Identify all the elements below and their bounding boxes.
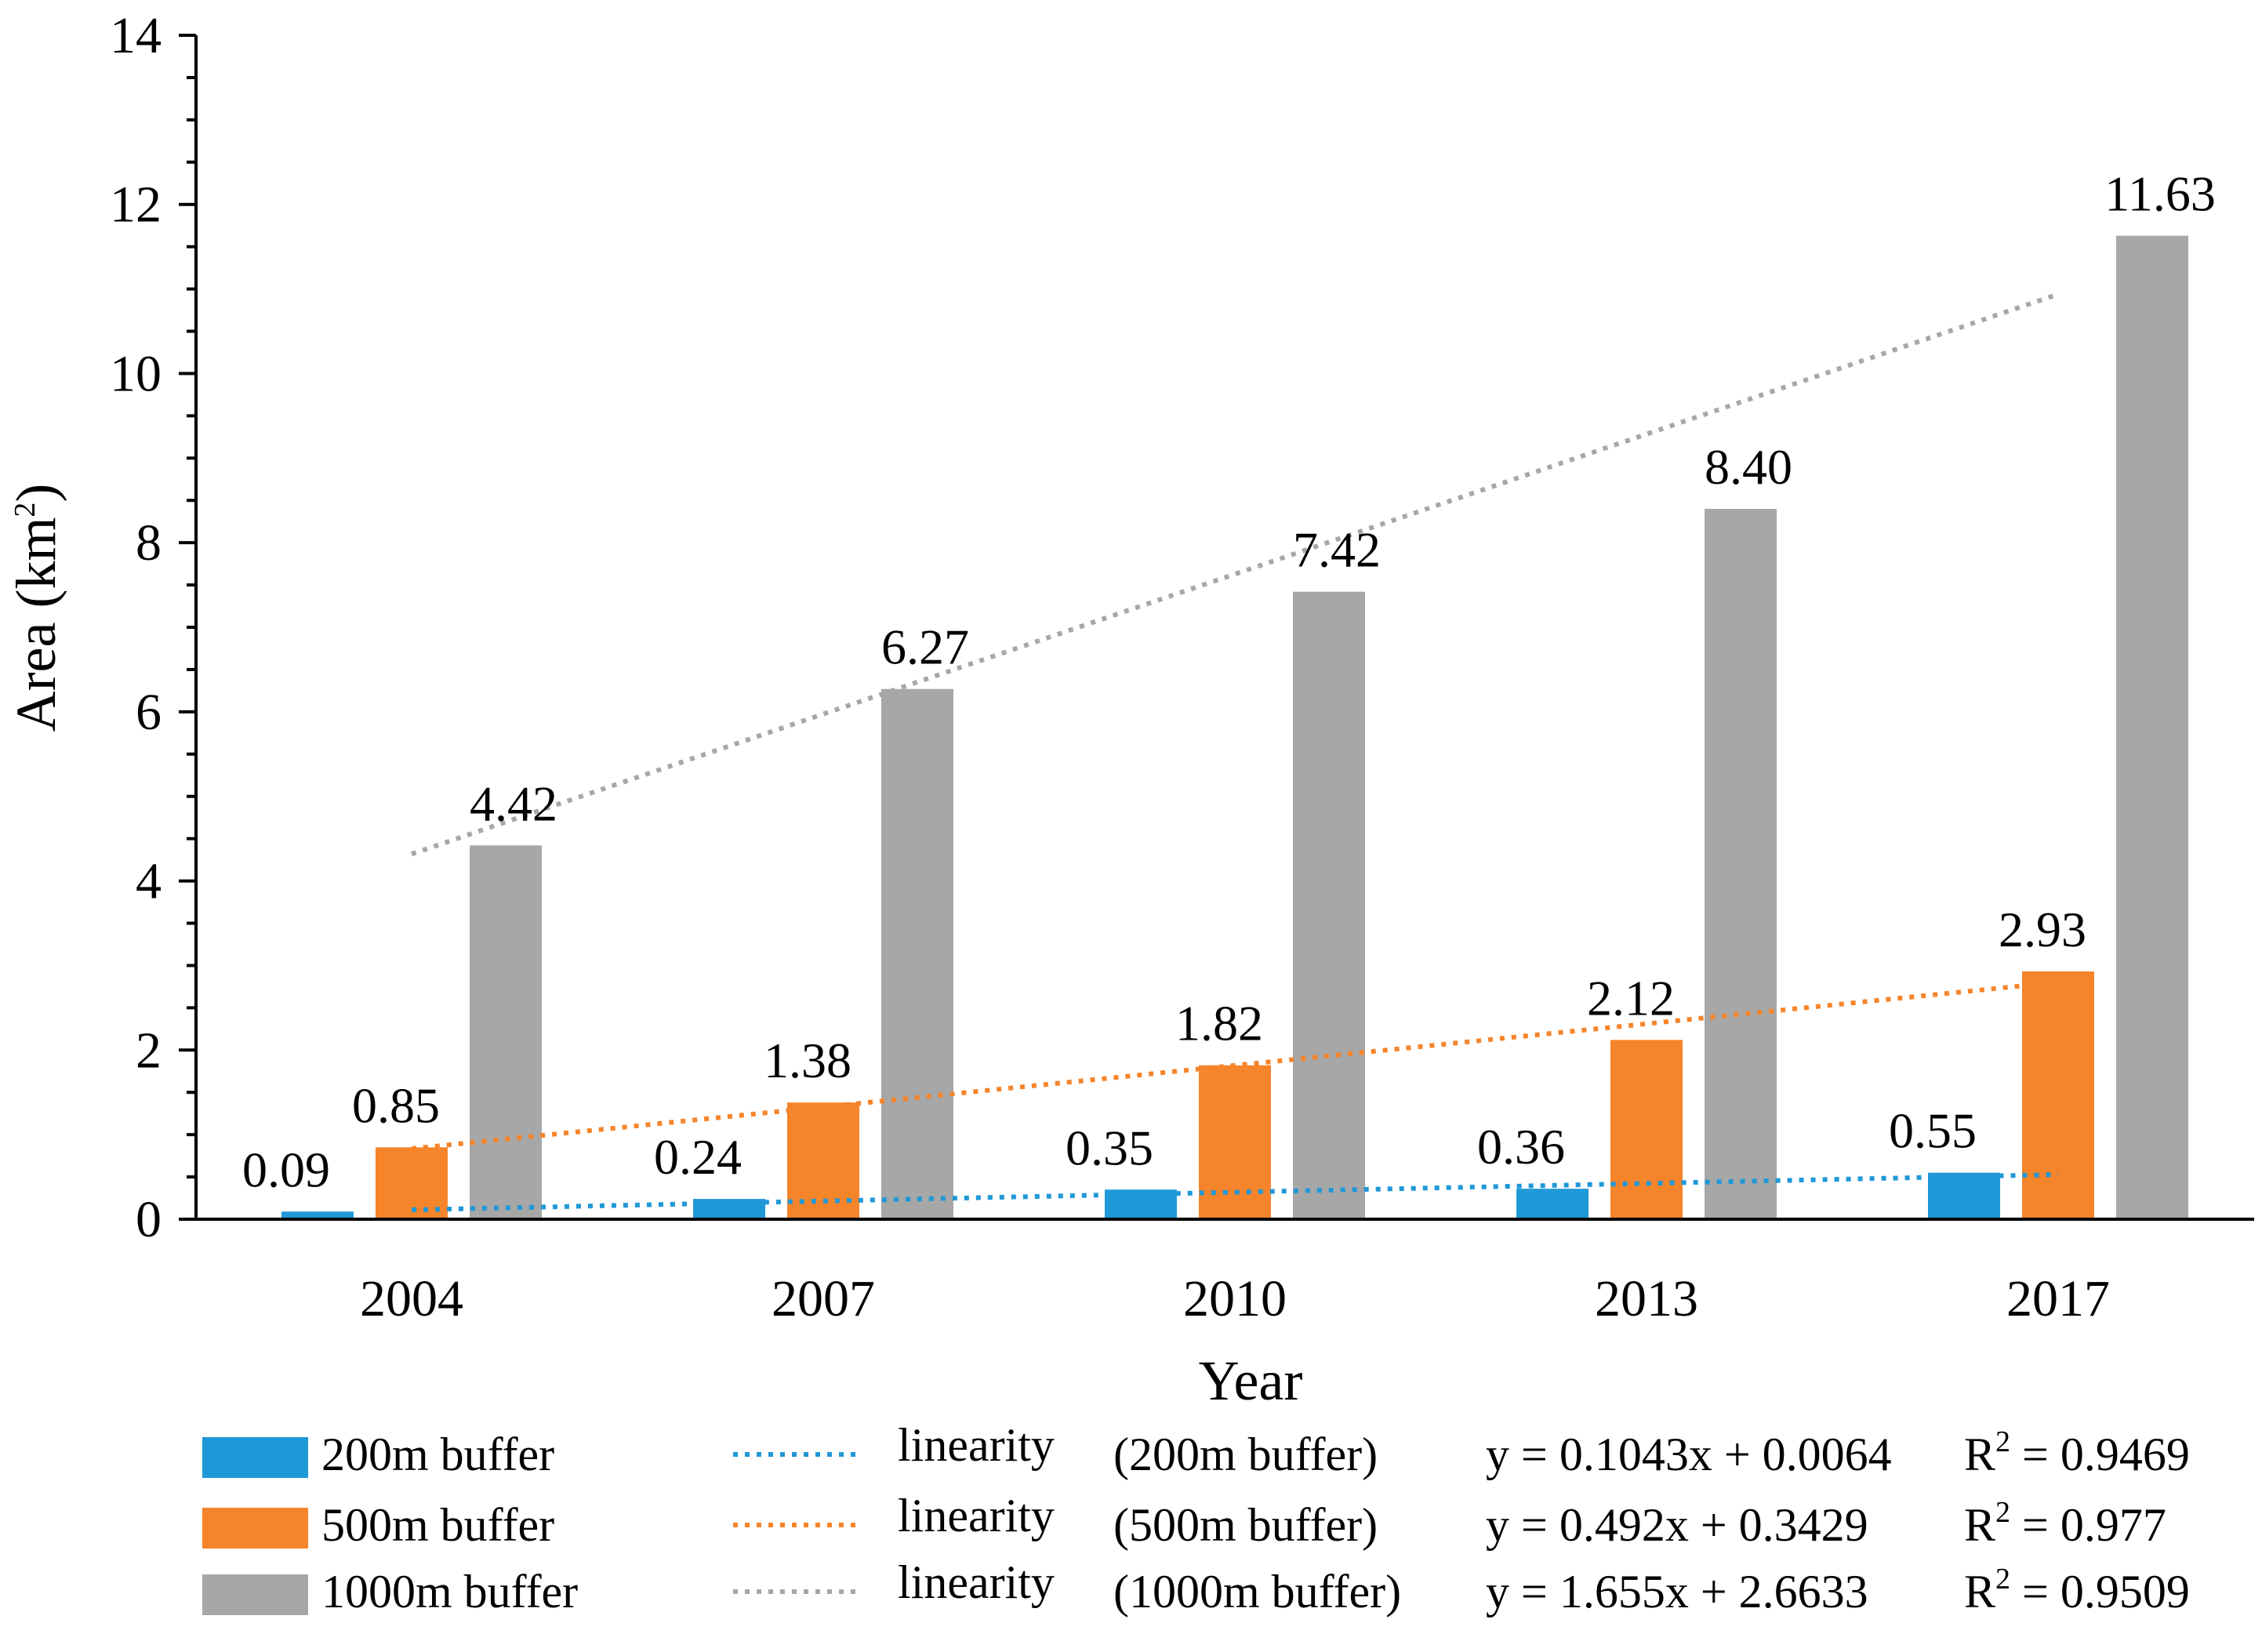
legend-trend-label-500m-buffer: linearity bbox=[898, 1490, 1055, 1541]
data-label-500m-buffer-2010: 1.82 bbox=[1175, 996, 1263, 1051]
y-tick-label-12: 12 bbox=[110, 176, 162, 234]
data-label-200m-buffer-2013: 0.36 bbox=[1477, 1119, 1565, 1175]
bar-1000m-buffer-2007 bbox=[881, 688, 953, 1219]
y-tick-label-6: 6 bbox=[136, 684, 162, 741]
bar-1000m-buffer-2004 bbox=[470, 845, 542, 1219]
data-label-1000m-buffer-2010: 7.42 bbox=[1293, 522, 1381, 578]
data-label-200m-buffer-2010: 0.35 bbox=[1066, 1120, 1153, 1175]
legend-label-200m-buffer: 200m buffer bbox=[321, 1429, 554, 1480]
legend-trend-r2-200m-buffer: R2 = 0.9469 bbox=[1964, 1425, 2190, 1480]
bar-1000m-buffer-2010 bbox=[1293, 591, 1365, 1219]
y-tick-label-4: 4 bbox=[136, 853, 162, 910]
y-tick-label-14: 14 bbox=[110, 7, 162, 64]
y-axis-title: Area (km2) bbox=[5, 484, 67, 732]
data-label-1000m-buffer-2004: 4.42 bbox=[470, 775, 557, 831]
data-label-200m-buffer-2004: 0.09 bbox=[242, 1142, 330, 1197]
y-tick-label-2: 2 bbox=[136, 1022, 162, 1079]
data-label-500m-buffer-2017: 2.93 bbox=[1999, 902, 2086, 957]
bar-500m-buffer-2013 bbox=[1610, 1040, 1683, 1219]
trendline-200m-buffer bbox=[411, 1172, 2059, 1213]
bar-1000m-buffer-2017 bbox=[2116, 235, 2188, 1219]
data-label-1000m-buffer-2017: 11.63 bbox=[2104, 166, 2216, 222]
bar-1000m-buffer-2013 bbox=[1705, 509, 1777, 1219]
x-tick-label-2013: 2013 bbox=[1595, 1270, 1698, 1327]
plot-area: 0.09 0.24 0.35 0.36 0.55 0.85 1.38 1.82 2.12 2.93… bbox=[110, 7, 2254, 1327]
x-tick-label-2017: 2017 bbox=[2006, 1270, 2110, 1327]
y-tick-label-0: 0 bbox=[136, 1191, 162, 1248]
legend-label-1000m-buffer: 1000m buffer bbox=[321, 1566, 578, 1618]
trendline-1000m-buffer bbox=[411, 292, 2059, 857]
data-label-1000m-buffer-2007: 6.27 bbox=[881, 619, 969, 675]
legend-swatch-200m-buffer bbox=[202, 1437, 308, 1478]
data-label-500m-buffer-2007: 1.38 bbox=[764, 1033, 851, 1088]
legend-trend-equation-200m-buffer: y = 0.1043x + 0.0064 bbox=[1486, 1429, 1892, 1480]
trendline-500m-buffer bbox=[411, 979, 2059, 1151]
legend-trend-r2-1000m-buffer: R2 = 0.9509 bbox=[1964, 1563, 2190, 1618]
x-tick-label-2007: 2007 bbox=[772, 1270, 875, 1327]
y-tick-label-10: 10 bbox=[110, 345, 162, 402]
x-axis-title: Year bbox=[1199, 1349, 1303, 1412]
y-tick-label-8: 8 bbox=[136, 514, 162, 572]
legend-trend-equation-500m-buffer: y = 0.492x + 0.3429 bbox=[1486, 1499, 1868, 1551]
x-tick-label-2010: 2010 bbox=[1183, 1270, 1287, 1327]
legend-trend-label-200m-buffer: linearity bbox=[898, 1419, 1055, 1471]
legend-trend-r2-500m-buffer: R2 = 0.977 bbox=[1964, 1496, 2166, 1551]
data-label-200m-buffer-2017: 0.55 bbox=[1889, 1103, 1977, 1159]
data-label-500m-buffer-2004: 0.85 bbox=[352, 1077, 440, 1133]
legend-swatch-500m-buffer bbox=[202, 1508, 308, 1549]
data-label-500m-buffer-2013: 2.12 bbox=[1587, 970, 1675, 1026]
legend-swatch-1000m-buffer bbox=[202, 1574, 308, 1615]
bar-500m-buffer-2010 bbox=[1199, 1065, 1271, 1219]
legend-trend-name-500m-buffer: (500m buffer) bbox=[1113, 1499, 1378, 1551]
bar-200m-buffer-2013 bbox=[1516, 1189, 1588, 1219]
data-label-1000m-buffer-2013: 8.40 bbox=[1705, 439, 1792, 495]
legend: 200m buffer 500m buffer 1000m buffer linear… bbox=[202, 1419, 2190, 1618]
legend-trend-equation-1000m-buffer: y = 1.655x + 2.6633 bbox=[1486, 1566, 1868, 1618]
legend-trend-name-1000m-buffer: (1000m buffer) bbox=[1113, 1566, 1401, 1618]
x-tick-label-2004: 2004 bbox=[360, 1270, 463, 1327]
legend-trend-label-1000m-buffer: linearity bbox=[898, 1556, 1055, 1608]
legend-label-500m-buffer: 500m buffer bbox=[321, 1499, 554, 1551]
legend-trend-name-200m-buffer: (200m buffer) bbox=[1113, 1429, 1378, 1480]
bar-500m-buffer-2017 bbox=[2022, 971, 2094, 1219]
bar-200m-buffer-2017 bbox=[1928, 1172, 2000, 1219]
data-label-200m-buffer-2007: 0.24 bbox=[654, 1129, 742, 1185]
bar-200m-buffer-2004 bbox=[281, 1211, 354, 1219]
